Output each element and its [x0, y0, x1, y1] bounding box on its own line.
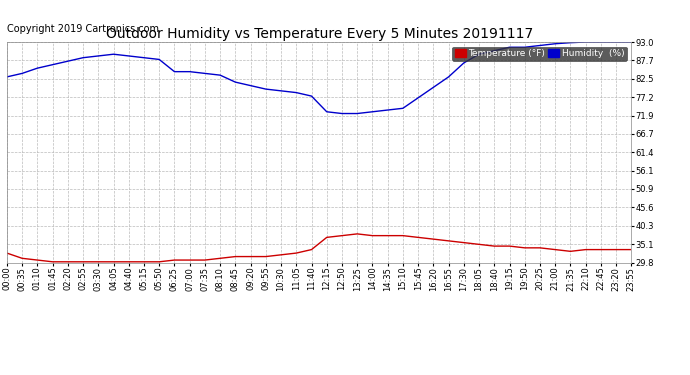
Title: Outdoor Humidity vs Temperature Every 5 Minutes 20191117: Outdoor Humidity vs Temperature Every 5 …	[106, 27, 533, 41]
Text: Copyright 2019 Cartronics.com: Copyright 2019 Cartronics.com	[7, 24, 159, 34]
Legend: Temperature (°F), Humidity  (%): Temperature (°F), Humidity (%)	[452, 46, 627, 61]
